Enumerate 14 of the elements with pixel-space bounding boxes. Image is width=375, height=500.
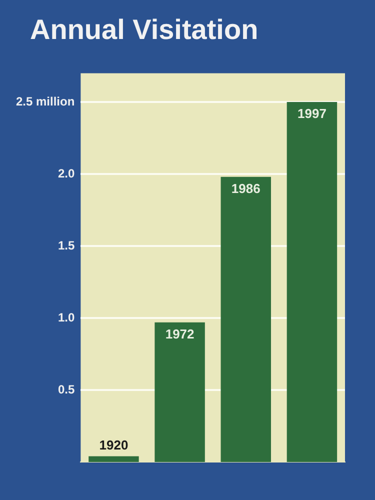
x-tick-label: 1986 — [231, 180, 260, 196]
y-tick-label: 1.5 — [58, 238, 75, 252]
bar — [88, 456, 139, 462]
y-tick-label: 0.5 — [58, 382, 75, 396]
x-tick-label: 1972 — [165, 326, 194, 342]
y-tick-label: 2.5 million — [16, 94, 75, 108]
x-tick-label: 1997 — [298, 106, 326, 122]
chart-title: Annual Visitation — [30, 14, 258, 46]
x-tick-label: 1920 — [99, 437, 128, 452]
bar — [220, 176, 271, 462]
y-tick-label: 1.0 — [58, 310, 75, 324]
y-tick-label: 2.0 — [58, 166, 75, 180]
bar — [286, 102, 338, 462]
bar — [154, 322, 205, 462]
